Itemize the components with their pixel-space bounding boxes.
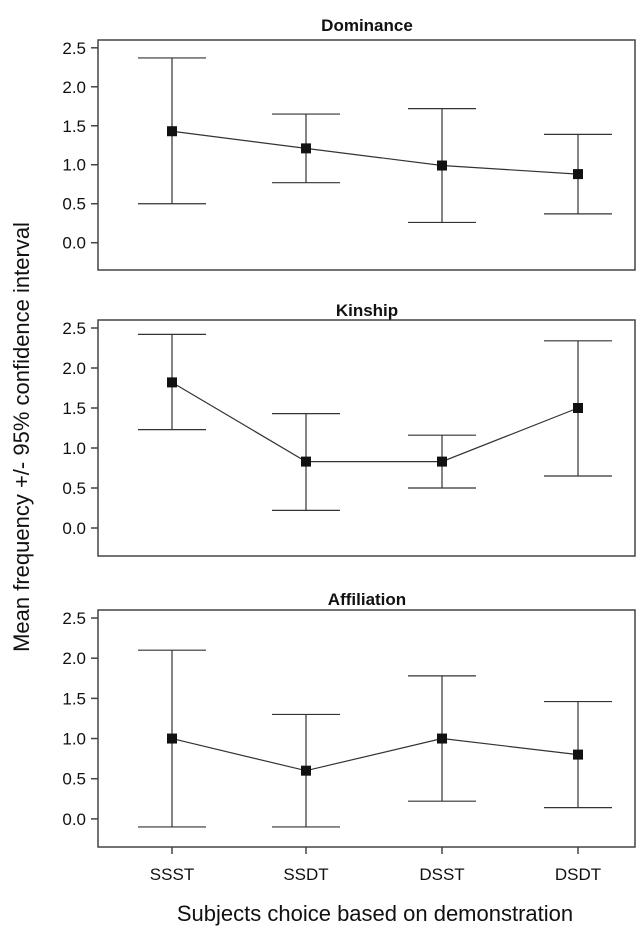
- mean-marker: [167, 126, 177, 137]
- y-tick-label: 2.5: [62, 319, 86, 338]
- x-tick-label: SSST: [150, 865, 194, 884]
- mean-marker: [167, 733, 177, 744]
- x-tick-label: DSDT: [555, 865, 601, 884]
- y-axis-label: Mean frequency +/- 95% confidence interv…: [9, 222, 34, 652]
- panel-title: Kinship: [336, 301, 398, 320]
- y-tick-label: 0.5: [62, 770, 86, 789]
- y-tick-label: 1.0: [62, 156, 86, 175]
- y-tick-label: 2.5: [62, 609, 86, 628]
- y-tick-label: 2.0: [62, 78, 86, 97]
- mean-marker: [573, 403, 583, 413]
- panel-1: Kinship 2.5 2.0 1.5 1.0 0.5 0.0: [62, 301, 636, 557]
- mean-marker: [301, 765, 311, 776]
- panels: Dominance 2.5 2.0 1.5 1.0 0.5 0.0 Kinship 2.5 2.0…: [62, 16, 636, 884]
- mean-marker: [437, 456, 447, 467]
- mean-marker: [437, 733, 447, 744]
- mean-line: [171, 381, 579, 463]
- y-tick-label: 1.0: [62, 730, 86, 749]
- x-tick-label: DSST: [419, 865, 464, 884]
- mean-marker: [301, 456, 311, 467]
- y-tick-label: 0.5: [62, 195, 86, 214]
- plot-frame: [97, 39, 636, 271]
- x-axis-label: Subjects choice based on demonstration: [177, 901, 573, 926]
- mean-marker: [573, 749, 583, 760]
- plot-frame: [97, 609, 636, 848]
- y-tick-label: 2.0: [62, 649, 86, 668]
- mean-marker: [437, 160, 447, 171]
- y-tick-label: 0.0: [62, 519, 86, 538]
- panel-title: Affiliation: [328, 590, 406, 609]
- mean-marker: [167, 377, 177, 388]
- y-tick-label: 2.0: [62, 359, 86, 378]
- y-tick-label: 1.5: [62, 689, 86, 708]
- y-tick-label: 2.5: [62, 39, 86, 58]
- y-tick-label: 1.0: [62, 439, 86, 458]
- plot-frame: [97, 319, 636, 557]
- y-tick-label: 1.5: [62, 399, 86, 418]
- y-tick-label: 0.0: [62, 810, 86, 829]
- mean-marker: [573, 169, 583, 180]
- panel-title: Dominance: [321, 16, 413, 35]
- y-tick-label: 0.0: [62, 234, 86, 253]
- y-tick-label: 1.5: [62, 117, 86, 136]
- y-tick-label: 0.5: [62, 479, 86, 498]
- panel-0: Dominance 2.5 2.0 1.5 1.0 0.5 0.0: [62, 16, 636, 271]
- mean-marker: [301, 143, 311, 154]
- x-tick-label: SSDT: [283, 865, 328, 884]
- panel-2: Affiliation 2.5 2.0 1.5 1.0 0.5 0.0 SSST SSDT DSS…: [62, 590, 636, 884]
- mean-line: [171, 737, 579, 772]
- mean-line: [171, 130, 579, 175]
